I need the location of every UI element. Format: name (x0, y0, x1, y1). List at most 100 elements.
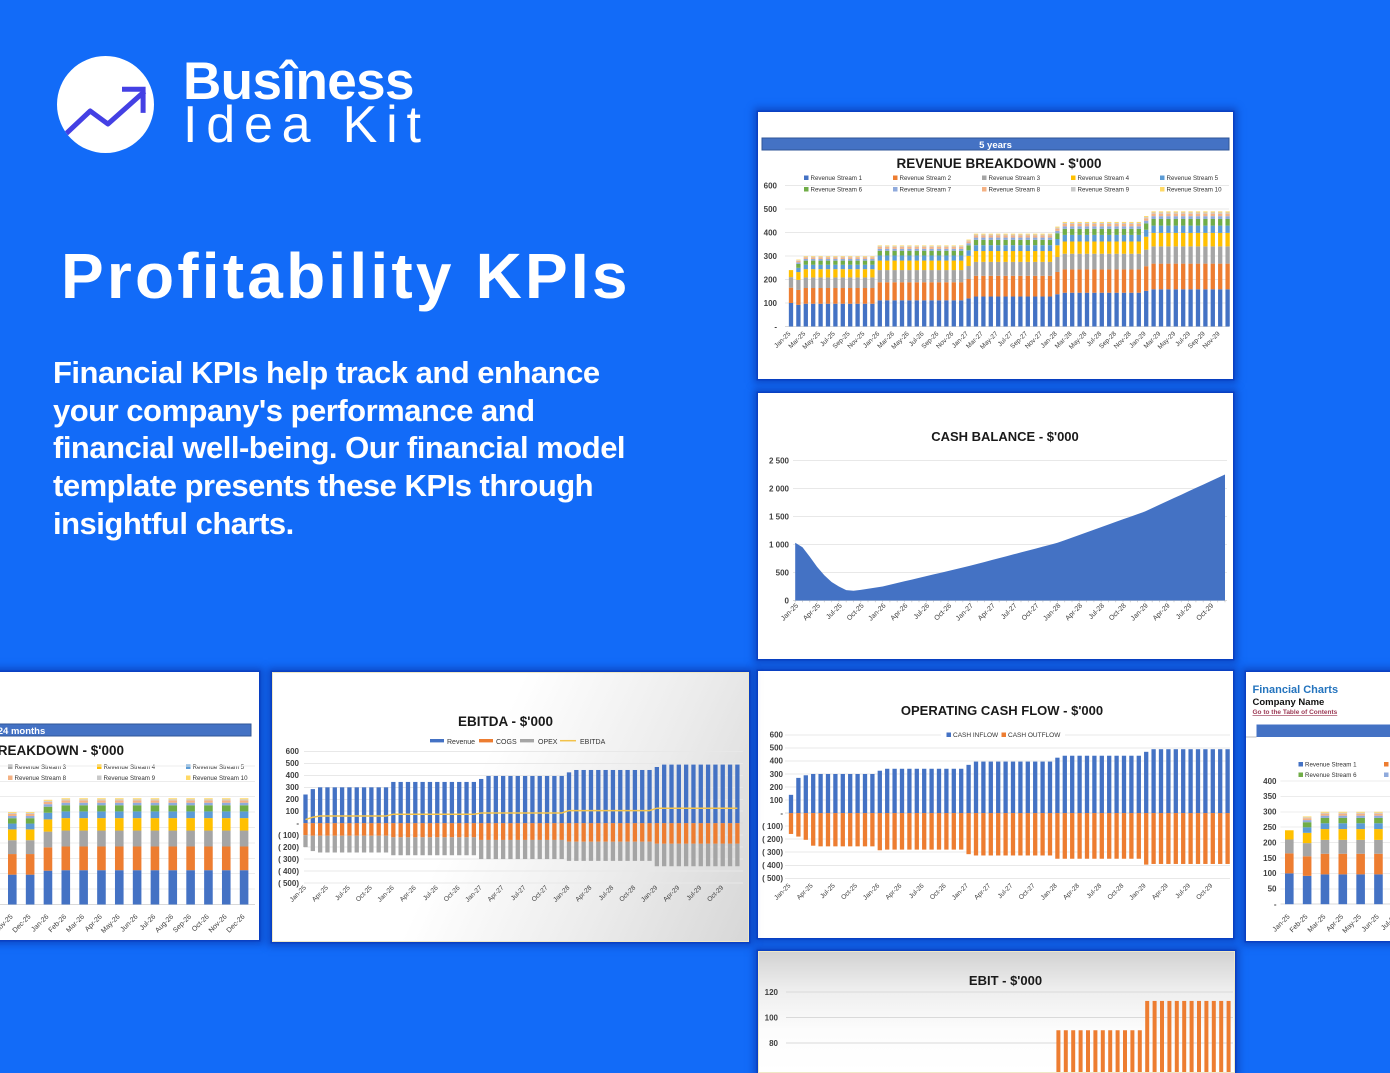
svg-text:Jan-29: Jan-29 (640, 884, 659, 903)
svg-text:Oct-29: Oct-29 (706, 884, 725, 903)
svg-text:Jul-26: Jul-26 (908, 882, 926, 900)
svg-text:100: 100 (286, 807, 300, 816)
svg-text:400: 400 (770, 757, 784, 766)
svg-text:-: - (774, 322, 777, 331)
svg-text:CASH BALANCE - $'000: CASH BALANCE - $'000 (931, 429, 1079, 444)
svg-text:Jul-29: Jul-29 (1175, 602, 1194, 621)
svg-text:300: 300 (1263, 808, 1277, 817)
svg-text:Revenue Stream 3: Revenue Stream 3 (989, 175, 1041, 182)
svg-text:Revenue Stream 6: Revenue Stream 6 (1305, 772, 1357, 779)
svg-text:100: 100 (1263, 869, 1277, 878)
svg-text:Apr-28: Apr-28 (574, 884, 593, 903)
svg-text:EBITDA - $'000: EBITDA - $'000 (458, 714, 553, 729)
svg-text:Jan-28: Jan-28 (552, 884, 571, 903)
svg-text:EBITDA: EBITDA (580, 739, 606, 746)
svg-text:Go to the Table of Contents: Go to the Table of Contents (1253, 709, 1338, 716)
svg-text:Jul-27: Jul-27 (510, 884, 528, 902)
svg-text:500: 500 (776, 568, 790, 577)
svg-text:Apr-28: Apr-28 (1064, 602, 1084, 622)
svg-text:100: 100 (765, 1013, 779, 1022)
svg-text:( 400): ( 400) (762, 861, 783, 870)
svg-text:Oct-27: Oct-27 (531, 884, 550, 903)
svg-text:Oct-29: Oct-29 (1195, 882, 1214, 901)
svg-text:Apr-26: Apr-26 (399, 884, 418, 903)
svg-text:200: 200 (764, 275, 778, 284)
svg-text:Oct-28: Oct-28 (1106, 882, 1125, 901)
svg-text:Apr-29: Apr-29 (1151, 882, 1170, 901)
svg-text:Jan-27: Jan-27 (955, 602, 975, 622)
svg-text:Jun-25: Jun-25 (1361, 913, 1381, 933)
svg-text:Revenue Stream 9: Revenue Stream 9 (1078, 187, 1130, 194)
svg-text:Apr-26: Apr-26 (890, 602, 910, 622)
svg-text:Oct-25: Oct-25 (846, 602, 866, 622)
svg-text:Oct-26: Oct-26 (933, 602, 953, 622)
svg-text:Company Name: Company Name (1253, 697, 1325, 708)
svg-text:Oct-27: Oct-27 (1018, 882, 1037, 901)
svg-text:CASH OUTFLOW: CASH OUTFLOW (1008, 732, 1061, 739)
svg-text:Apr-25: Apr-25 (802, 602, 822, 622)
svg-text:Jan-26: Jan-26 (30, 913, 50, 933)
svg-text:( 500): ( 500) (762, 874, 783, 883)
svg-text:Apr-28: Apr-28 (1062, 882, 1081, 901)
svg-text:500: 500 (770, 744, 784, 753)
svg-text:Apr-29: Apr-29 (1152, 602, 1172, 622)
svg-text:Feb-26: Feb-26 (48, 913, 69, 934)
svg-text:Jul-28: Jul-28 (1086, 882, 1104, 900)
svg-text:May-26: May-26 (100, 913, 122, 935)
svg-text:80: 80 (769, 1039, 778, 1048)
svg-text:-: - (296, 819, 299, 828)
svg-text:Jan-29: Jan-29 (1128, 882, 1147, 901)
svg-text:Oct-28: Oct-28 (1108, 602, 1128, 622)
svg-text:200: 200 (770, 783, 784, 792)
svg-text:Apr-27: Apr-27 (977, 602, 997, 622)
svg-text:Jan-25: Jan-25 (773, 882, 792, 901)
svg-text:Oct-26: Oct-26 (929, 882, 948, 901)
svg-text:600: 600 (764, 181, 778, 190)
svg-text:100: 100 (770, 796, 784, 805)
svg-text:( 400): ( 400) (278, 867, 299, 876)
svg-text:-: - (1274, 900, 1277, 909)
svg-text:Jan-28: Jan-28 (1040, 882, 1059, 901)
svg-text:Jan-25: Jan-25 (1272, 913, 1292, 933)
svg-text:Revenue Stream 2: Revenue Stream 2 (900, 175, 952, 182)
svg-text:300: 300 (286, 783, 300, 792)
svg-text:Sep-26: Sep-26 (172, 913, 193, 934)
svg-text:Jun-26: Jun-26 (119, 913, 139, 933)
svg-text:Revenue Stream 4: Revenue Stream 4 (1078, 175, 1130, 182)
svg-text:Revenue Stream 3: Revenue Stream 3 (15, 764, 67, 771)
svg-text:400: 400 (1263, 777, 1277, 786)
svg-text:Mar-25: Mar-25 (1307, 913, 1328, 934)
svg-text:Jul-27: Jul-27 (997, 882, 1015, 900)
svg-text:Jul-25: Jul-25 (825, 602, 844, 621)
svg-text:0: 0 (785, 596, 790, 605)
svg-text:( 100): ( 100) (762, 822, 783, 831)
svg-text:2 000: 2 000 (769, 484, 790, 493)
svg-text:200: 200 (1263, 838, 1277, 847)
svg-text:OPEX: OPEX (538, 739, 558, 746)
svg-text:Jan-26: Jan-26 (862, 882, 881, 901)
svg-text:Jan-26: Jan-26 (867, 602, 887, 622)
svg-text:350: 350 (1263, 792, 1277, 801)
svg-text:Revenue Stream 5: Revenue Stream 5 (1167, 175, 1219, 182)
svg-text:Jan-29: Jan-29 (1130, 602, 1150, 622)
svg-text:Apr-27: Apr-27 (487, 884, 506, 903)
svg-text:600: 600 (286, 747, 300, 756)
svg-text:( 200): ( 200) (762, 835, 783, 844)
svg-text:Oct-25: Oct-25 (355, 884, 374, 903)
svg-text:Revenue Stream 1: Revenue Stream 1 (811, 175, 863, 182)
svg-text:CASH INFLOW: CASH INFLOW (953, 732, 999, 739)
svg-text:EBIT - $'000: EBIT - $'000 (969, 973, 1042, 988)
svg-text:( 200): ( 200) (278, 843, 299, 852)
svg-text:Dec-26: Dec-26 (226, 913, 247, 934)
svg-text:Apr-25: Apr-25 (796, 882, 815, 901)
svg-text:Apr-29: Apr-29 (662, 884, 681, 903)
svg-text:150: 150 (1263, 854, 1277, 863)
svg-text:Aug-26: Aug-26 (154, 913, 175, 934)
svg-text:Jul-26: Jul-26 (422, 884, 440, 902)
svg-text:Oct-26: Oct-26 (443, 884, 462, 903)
svg-text:Oct-28: Oct-28 (618, 884, 637, 903)
svg-text:( 100): ( 100) (278, 831, 299, 840)
svg-text:May-25: May-25 (1342, 913, 1364, 935)
svg-text:600: 600 (770, 731, 784, 740)
svg-text:Jul-28: Jul-28 (1088, 602, 1107, 621)
